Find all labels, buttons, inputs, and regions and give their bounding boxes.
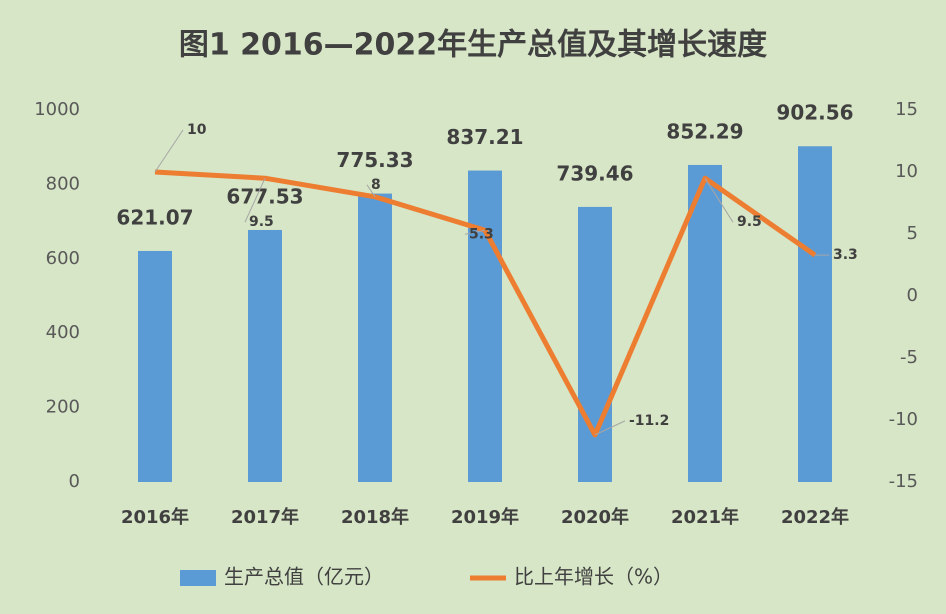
bar (248, 229, 282, 482)
leader-line (154, 129, 184, 173)
x-tick-label: 2021年 (671, 506, 739, 528)
data-label: 9.5 (737, 214, 762, 230)
leader-line (464, 229, 486, 235)
x-tick-label: 2016年 (121, 506, 189, 528)
data-label: 902.56 (776, 101, 853, 125)
y-tick-label: 200 (46, 397, 80, 418)
legend-label: 生产总值（亿元） (224, 565, 384, 589)
y-tick-label: 1000 (34, 99, 80, 120)
data-label: 677.53 (226, 184, 303, 208)
y2-tick-label: 5 (907, 223, 918, 244)
data-label: -11.2 (629, 413, 669, 429)
legend-label: 比上年增长（%） (514, 565, 673, 589)
y2-tick-label: -5 (900, 347, 918, 368)
data-label: 8 (371, 177, 381, 193)
y-tick-label: 0 (69, 471, 80, 492)
x-tick-label: 2018年 (341, 506, 409, 528)
data-label: 621.07 (116, 205, 193, 229)
y2-tick-label: -10 (889, 409, 918, 430)
y-tick-label: 400 (46, 322, 80, 343)
data-label: 775.33 (336, 148, 413, 172)
bar (578, 206, 612, 482)
leader-line (244, 177, 266, 223)
data-label: 852.29 (666, 119, 743, 143)
data-label: 5.3 (469, 226, 494, 242)
data-label: 837.21 (446, 125, 523, 149)
x-tick-label: 2022年 (781, 506, 849, 528)
leader-line (594, 420, 626, 436)
x-tick-label: 2019年 (451, 506, 519, 528)
legend-swatch (180, 570, 216, 586)
data-label: 739.46 (556, 161, 633, 185)
bar (468, 170, 502, 483)
data-label: 3.3 (833, 247, 858, 263)
bar (688, 164, 722, 482)
y2-tick-label: 0 (907, 285, 918, 306)
y-tick-label: 600 (46, 248, 80, 269)
leader-line (704, 177, 734, 223)
y2-tick-label: 15 (895, 99, 918, 120)
y2-tick-label: -15 (889, 471, 918, 492)
leader-line (366, 184, 376, 198)
data-label: 9.5 (249, 214, 274, 230)
chart-title: 图1 2016—2022年生产总值及其增长速度 (179, 28, 767, 63)
bar (138, 250, 172, 482)
y2-tick-label: 10 (895, 161, 918, 182)
y-tick-label: 800 (46, 173, 80, 194)
bar (798, 146, 832, 482)
x-tick-label: 2020年 (561, 506, 629, 528)
bar (358, 193, 392, 482)
x-tick-label: 2017年 (231, 506, 299, 528)
data-label: 10 (187, 122, 207, 138)
